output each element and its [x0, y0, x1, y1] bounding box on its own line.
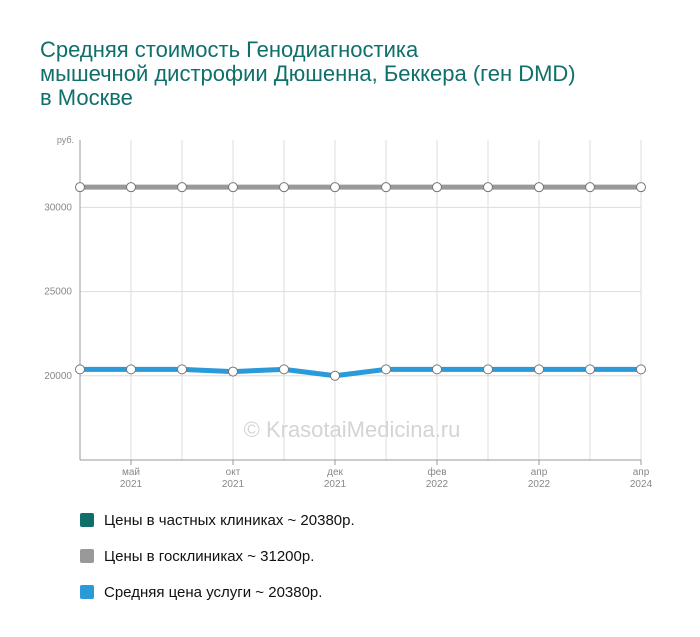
series-0-point	[279, 182, 289, 193]
x-tick-label-month: май	[122, 467, 140, 478]
series-1-point	[126, 364, 136, 375]
y-unit-label: руб.	[57, 135, 74, 145]
series-0-point	[228, 182, 238, 193]
series-0-point	[381, 182, 391, 193]
y-tick-label: 20000	[44, 371, 72, 382]
x-tick-label-month: апр	[531, 467, 548, 478]
y-tick-label: 25000	[44, 287, 72, 298]
legend-swatch-public	[80, 549, 94, 563]
legend-item-average: Средняя цена услуги ~ 20380р.	[80, 582, 355, 602]
y-tick-label: 30000	[44, 202, 72, 213]
series-0-point	[585, 182, 595, 193]
x-tick-label-year: 2021	[324, 479, 347, 490]
legend-label-private: Цены в частных клиниках ~ 20380р.	[104, 511, 355, 529]
legend-label-public: Цены в госклиниках ~ 31200р.	[104, 547, 315, 565]
watermark-text: © KrasotaiMedicina.ru	[244, 417, 461, 442]
series-1-point	[534, 364, 544, 375]
legend: Цены в частных клиниках ~ 20380р. Цены в…	[80, 510, 355, 618]
series-1-point	[279, 364, 289, 375]
series-0-point	[432, 182, 442, 193]
legend-swatch-average	[80, 585, 94, 599]
line-chart: © KrasotaiMedicina.ru 20000 25000 30000 руб.…	[44, 135, 653, 490]
chart-title-line-3: в Москве	[40, 85, 133, 110]
chart-title-line-1: Средняя стоимость Генодиагностика	[40, 37, 419, 62]
series-1-point	[636, 364, 646, 375]
legend-item-private: Цены в частных клиниках ~ 20380р.	[80, 510, 355, 530]
series-1-point	[330, 370, 340, 381]
x-tick-label-month: дек	[327, 467, 343, 478]
series-1-point	[432, 364, 442, 375]
series-0-point	[75, 182, 85, 193]
x-tick-label-month: фев	[427, 466, 446, 478]
series-0-point	[330, 182, 340, 193]
series-line-1	[80, 366, 641, 379]
series-0-point	[534, 182, 544, 193]
series-0-point	[126, 182, 136, 193]
series-0-point	[177, 182, 187, 193]
series-1-point	[177, 364, 187, 375]
series-1-point	[228, 366, 238, 377]
chart-title-line-2: мышечной дистрофии Дюшенна, Беккера (ген…	[40, 61, 576, 86]
series-0-point	[636, 182, 646, 193]
series-0-point	[483, 182, 493, 193]
series-1-point	[585, 364, 595, 375]
chart-title: Средняя стоимость Генодиагностика мышечн…	[40, 38, 680, 110]
x-tick-label-year: 2022	[426, 479, 449, 490]
series-1-point	[75, 364, 85, 375]
legend-item-public: Цены в госклиниках ~ 31200р.	[80, 546, 355, 566]
x-tick-label-month: окт	[226, 467, 241, 478]
x-tick-label-year: 2021	[222, 479, 245, 490]
x-tick-label-month: апр	[633, 467, 650, 478]
series-1-point	[381, 364, 391, 375]
legend-label-average: Средняя цена услуги ~ 20380р.	[104, 583, 323, 601]
x-tick-label-year: 2021	[120, 479, 143, 490]
x-tick-label-year: 2022	[528, 479, 551, 490]
series-1-point	[483, 364, 493, 375]
legend-swatch-private	[80, 513, 94, 527]
x-tick-label-year: 2024	[630, 479, 653, 490]
